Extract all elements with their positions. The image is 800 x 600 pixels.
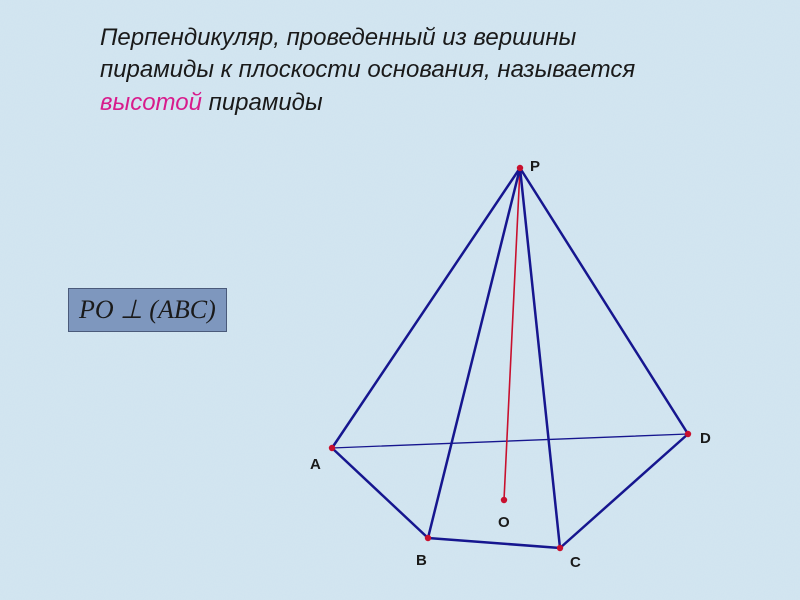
- vertex-label-B: B: [416, 552, 427, 569]
- formula-box: PO ⊥ (ABC): [68, 288, 227, 332]
- definition-main: Перпендикуляр, проведенный из вершины пи…: [100, 24, 635, 83]
- definition-text: Перпендикуляр, проведенный из вершины пи…: [100, 22, 640, 119]
- vertex-label-P: P: [530, 158, 540, 175]
- definition-tail: пирамиды: [202, 89, 323, 116]
- vertex-label-A: A: [310, 456, 321, 473]
- formula-text: PO ⊥ (ABC): [79, 295, 216, 324]
- vertex-label-D: D: [700, 430, 711, 447]
- pyramid-diagram: [280, 150, 760, 590]
- vertex-label-C: C: [570, 554, 581, 571]
- vertex-label-O: O: [498, 514, 510, 531]
- definition-highlight: высотой: [100, 89, 202, 116]
